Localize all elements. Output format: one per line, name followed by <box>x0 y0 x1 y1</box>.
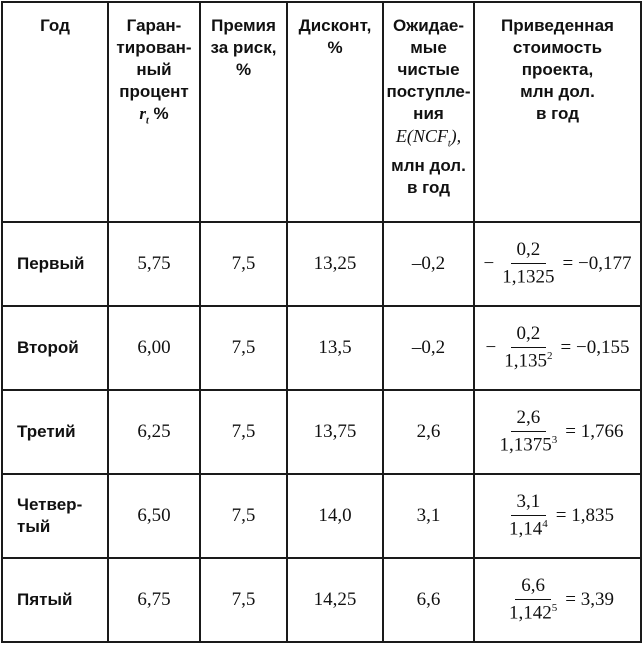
cell-discount: 13,25 <box>286 221 384 307</box>
cell-year: Пятый <box>1 557 109 643</box>
header-guaranteed-rate: Гаран- тирован- ный процент rt % <box>107 1 201 223</box>
cell-risk-premium: 7,5 <box>199 473 288 559</box>
pv-denominator: 1,1352 <box>500 348 556 372</box>
cell-guaranteed: 6,25 <box>107 389 201 475</box>
table-row: Первый 5,75 7,5 13,25 –0,2 − 0,2 1,1325 … <box>1 221 642 307</box>
cell-discount: 13,5 <box>286 305 384 391</box>
pv-formula: − 0,2 1,1325 = −0,177 <box>484 239 632 288</box>
pv-formula: − 0,2 1,1352 = −0,155 <box>486 323 630 372</box>
cell-present-value: 2,6 1,13753 = 1,766 <box>473 389 642 475</box>
header-present-value: Приведенная стоимость проекта, млн дол. … <box>473 1 642 223</box>
cell-present-value: − 0,2 1,1352 = −0,155 <box>473 305 642 391</box>
cell-discount: 13,75 <box>286 389 384 475</box>
pv-denominator: 1,1425 <box>505 600 561 624</box>
year-label: Третий <box>17 422 76 441</box>
rate-subscript: t <box>146 115 149 127</box>
header-discount: Дисконт, % <box>286 1 384 223</box>
cell-risk-premium: 7,5 <box>199 389 288 475</box>
header-risk-premium: Премия за риск, % <box>199 1 288 223</box>
pv-fraction: 3,1 1,144 <box>505 491 552 540</box>
rate-symbol: r <box>139 104 146 123</box>
cell-ncf: 6,6 <box>382 557 475 643</box>
table-row: Третий 6,25 7,5 13,75 2,6 2,6 1,13753 = … <box>1 389 642 475</box>
cell-present-value: 6,6 1,1425 = 3,39 <box>473 557 642 643</box>
cell-risk-premium: 7,5 <box>199 305 288 391</box>
header-risk-label: Премия за риск, % <box>210 16 277 79</box>
pv-numerator: 0,2 <box>510 323 547 349</box>
pv-den-base: 1,142 <box>509 602 552 624</box>
cell-discount: 14,25 <box>286 557 384 643</box>
cell-guaranteed: 6,75 <box>107 557 201 643</box>
pv-result: = 1,766 <box>565 420 624 442</box>
pv-result: = −0,155 <box>560 336 630 358</box>
year-label: Второй <box>17 338 79 357</box>
rate-unit: % <box>148 104 169 123</box>
pv-fraction: 0,2 1,1352 <box>500 323 556 372</box>
pv-exponent: 2 <box>547 350 553 363</box>
pv-denominator: 1,144 <box>505 516 552 540</box>
pv-den-base: 1,135 <box>504 350 548 372</box>
pv-fraction: 6,6 1,1425 <box>505 575 561 624</box>
pv-result: = 1,835 <box>555 504 614 526</box>
pv-den-base: 1,1375 <box>499 434 552 456</box>
header-expected-ncf: Ожидае- мые чистые поступле- ния E(NCFt)… <box>382 1 475 223</box>
cell-year: Первый <box>1 221 109 307</box>
table-row: Четвер- тый 6,50 7,5 14,0 3,1 3,1 1,144 … <box>1 473 642 559</box>
pv-numerator: 2,6 <box>510 407 547 433</box>
cell-year: Второй <box>1 305 109 391</box>
pv-exponent: 4 <box>542 518 548 531</box>
table-row: Второй 6,00 7,5 13,5 –0,2 − 0,2 1,1352 =… <box>1 305 642 391</box>
pv-denominator: 1,13753 <box>496 432 562 456</box>
cell-discount: 14,0 <box>286 473 384 559</box>
pv-formula: 3,1 1,144 = 1,835 <box>501 491 614 540</box>
pv-fraction: 0,2 1,1325 <box>498 239 558 288</box>
cell-present-value: − 0,2 1,1325 = −0,177 <box>473 221 642 307</box>
cell-ncf: 3,1 <box>382 473 475 559</box>
pv-fraction: 2,6 1,13753 <box>496 407 562 456</box>
pv-numerator: 0,2 <box>510 239 547 265</box>
ncf-subscript: t <box>447 138 451 150</box>
pv-numerator: 6,6 <box>515 575 552 601</box>
pv-sign: − <box>485 336 497 358</box>
ncf-unit: млн дол. в год <box>391 156 466 198</box>
cell-risk-premium: 7,5 <box>199 557 288 643</box>
header-row: Год Гаран- тирован- ный процент rt % Пре… <box>1 1 642 223</box>
pv-formula: 6,6 1,1425 = 3,39 <box>501 575 614 624</box>
cell-year: Третий <box>1 389 109 475</box>
header-ncf-label: Ожидае- мые чистые поступле- ния <box>386 16 471 123</box>
cell-ncf: –0,2 <box>382 221 475 307</box>
cell-risk-premium: 7,5 <box>199 221 288 307</box>
ncf-expr-post: ), <box>450 126 462 146</box>
header-year-label: Год <box>40 16 70 35</box>
pv-exponent: 5 <box>551 602 558 615</box>
cell-guaranteed: 5,75 <box>107 221 201 307</box>
pv-sign: − <box>483 252 495 274</box>
cell-guaranteed: 6,50 <box>107 473 201 559</box>
pv-denominator: 1,1325 <box>498 264 558 288</box>
cell-ncf: –0,2 <box>382 305 475 391</box>
header-year: Год <box>1 1 109 223</box>
pv-numerator: 3,1 <box>510 491 547 517</box>
pv-formula: 2,6 1,13753 = 1,766 <box>492 407 624 456</box>
pv-result: = −0,177 <box>562 252 632 274</box>
pv-exponent: 3 <box>551 434 558 447</box>
year-label: Пятый <box>17 590 73 609</box>
cell-guaranteed: 6,00 <box>107 305 201 391</box>
pv-den-base: 1,14 <box>509 518 543 540</box>
cell-ncf: 2,6 <box>382 389 475 475</box>
pv-den-base: 1,1325 <box>502 266 555 288</box>
cell-present-value: 3,1 1,144 = 1,835 <box>473 473 642 559</box>
ncf-expr-pre: E(NCF <box>395 126 448 146</box>
cell-year: Четвер- тый <box>1 473 109 559</box>
year-label: Четвер- тый <box>17 495 83 536</box>
header-discount-label: Дисконт, % <box>298 16 372 57</box>
year-label: Первый <box>17 254 85 273</box>
header-guaranteed-label: Гаран- тирован- ный процент <box>116 16 192 101</box>
pv-result: = 3,39 <box>565 588 614 610</box>
header-pv-label: Приведенная стоимость проекта, млн дол. … <box>501 16 614 123</box>
table-row: Пятый 6,75 7,5 14,25 6,6 6,6 1,1425 = 3,… <box>1 557 642 643</box>
